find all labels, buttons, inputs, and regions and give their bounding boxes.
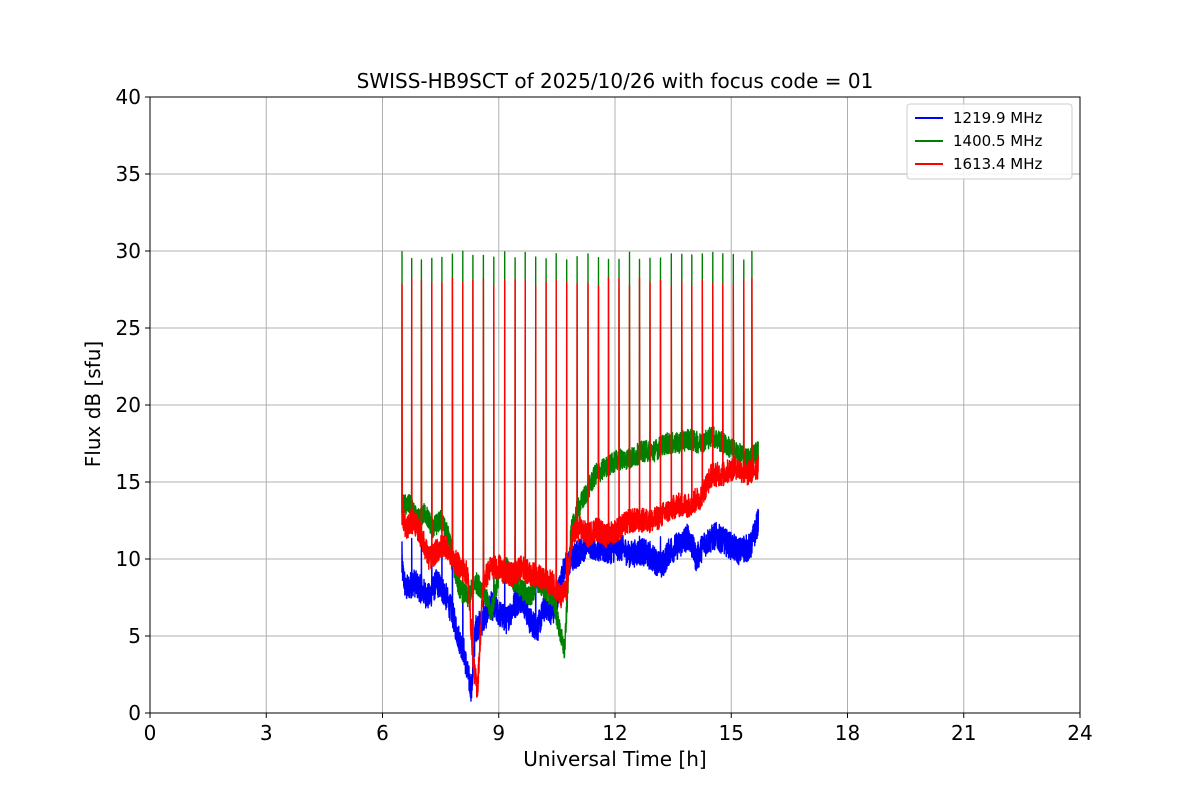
- x-tick-label: 15: [719, 721, 744, 745]
- legend-label: 1219.9 MHz: [953, 109, 1042, 127]
- legend-label: 1400.5 MHz: [953, 132, 1042, 150]
- series-line-2: [401, 250, 760, 659]
- x-tick-label: 3: [260, 721, 273, 745]
- y-axis-label: Flux dB [sfu]: [81, 341, 105, 467]
- plot-area: [401, 250, 760, 702]
- x-tick-label: 9: [492, 721, 505, 745]
- x-tick-label: 24: [1067, 721, 1092, 745]
- y-tick-label: 10: [116, 547, 141, 571]
- y-tick-label: 15: [116, 470, 141, 494]
- y-tick-label: 25: [116, 316, 141, 340]
- x-tick-label: 21: [951, 721, 976, 745]
- x-tick-label: 18: [835, 721, 860, 745]
- chart-title: SWISS-HB9SCT of 2025/10/26 with focus co…: [357, 69, 874, 93]
- x-tick-label: 12: [602, 721, 627, 745]
- series-line-3: [401, 276, 760, 698]
- legend: 1219.9 MHz 1400.5 MHz 1613.4 MHz: [906, 103, 1073, 180]
- y-tick-label: 5: [128, 624, 141, 648]
- y-tick-label: 40: [116, 85, 141, 109]
- x-tick-label: 0: [144, 721, 157, 745]
- x-tick-label: 6: [376, 721, 389, 745]
- legend-box: [906, 103, 1073, 180]
- y-tick-label: 20: [116, 393, 141, 417]
- legend-label: 1613.4 MHz: [953, 155, 1042, 173]
- x-axis-label: Universal Time [h]: [523, 747, 706, 771]
- grid: [149, 96, 1081, 714]
- y-tick-label: 0: [128, 701, 141, 725]
- series-line-1: [401, 508, 760, 702]
- axis-ticks: 0 3 6 9 12 15 18 21 24 0 5 10 15 20 25 30 35 40: [116, 85, 1093, 745]
- y-tick-label: 30: [116, 239, 141, 263]
- y-tick-label: 35: [116, 162, 141, 186]
